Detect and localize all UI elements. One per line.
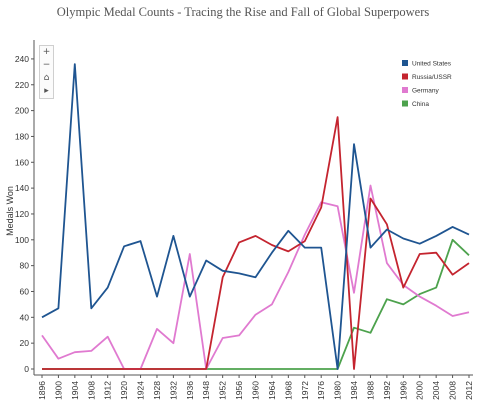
zoom-out-button[interactable]: −	[40, 59, 53, 72]
x-tick-label: 1976	[316, 381, 326, 400]
y-tick-label: 200	[15, 106, 29, 116]
y-tick-label: 0	[24, 364, 29, 374]
x-tick-label: 2012	[464, 381, 474, 400]
series-line	[41, 63, 470, 370]
x-tick-label: 1972	[300, 381, 310, 400]
legend-swatch	[402, 87, 408, 93]
x-tick-label: 1956	[234, 381, 244, 400]
y-tick-label: 60	[20, 286, 30, 296]
y-tick-label: 40	[20, 312, 30, 322]
x-tick-label: 1980	[333, 381, 343, 400]
x-tick-label: 1996	[398, 381, 408, 400]
y-tick-label: 160	[15, 157, 29, 167]
plus-icon: +	[42, 47, 51, 57]
y-tick-label: 220	[15, 80, 29, 90]
zoom-toolbar: + − ⌂ ▸	[39, 45, 54, 99]
x-tick-label: 1900	[53, 381, 63, 400]
x-tick-label: 1992	[382, 381, 392, 400]
home-icon: ⌂	[43, 73, 50, 83]
axes: 0 20 40 60 80 100 120 140 160 180 200 220 240 1896 190…	[15, 40, 474, 400]
x-tick-label: 1984	[349, 381, 359, 400]
x-tick-label: 2008	[448, 381, 458, 400]
x-tick-label: 1964	[267, 381, 277, 400]
legend: United States Russia/USSR Germany China	[402, 60, 452, 108]
y-tick-label: 180	[15, 131, 29, 141]
y-tick-label: 120	[15, 209, 29, 219]
x-tick-label: 1924	[136, 381, 146, 400]
y-tick-label: 240	[15, 54, 29, 64]
x-tick-label: 2004	[431, 381, 441, 400]
x-tick-label: 1896	[37, 381, 47, 400]
legend-label: China	[412, 101, 429, 108]
y-axis-title: Medals Won	[5, 186, 15, 236]
home-button[interactable]: ⌂	[40, 72, 53, 85]
x-tick-label: 1932	[168, 381, 178, 400]
x-tick-label: 1948	[201, 381, 211, 400]
y-tick-label: 140	[15, 183, 29, 193]
zoom-in-button[interactable]: +	[40, 46, 53, 59]
x-tick-label: 1952	[218, 381, 228, 400]
x-tick-label: 2000	[415, 381, 425, 400]
legend-swatch	[402, 100, 408, 107]
x-tick-label: 1988	[365, 381, 375, 400]
legend-swatch	[402, 60, 408, 66]
series-line	[41, 184, 470, 370]
x-tick-label: 1912	[103, 381, 113, 400]
legend-swatch	[402, 73, 408, 80]
y-tick-label: 80	[20, 261, 30, 271]
x-tick-label: 1936	[185, 381, 195, 400]
x-tick-label: 1960	[251, 381, 261, 400]
series-line	[42, 238, 470, 370]
x-tick-label: 1928	[152, 381, 162, 400]
y-tick-label: 100	[15, 235, 29, 245]
legend-label: Germany	[412, 88, 439, 95]
x-tick-label: 1908	[86, 381, 96, 400]
series-lines	[41, 63, 470, 370]
play-icon: ▸	[44, 86, 49, 96]
legend-label: United States	[412, 61, 452, 68]
x-tick-label: 1904	[70, 381, 80, 400]
x-tick-label: 1920	[119, 381, 129, 400]
x-tick-label: 1968	[283, 381, 293, 400]
chart-title: Olympic Medal Counts - Tracing the Rise …	[56, 5, 430, 19]
series-line	[42, 116, 470, 370]
pan-button[interactable]: ▸	[40, 85, 53, 98]
y-tick-label: 20	[20, 338, 30, 348]
minus-icon: −	[42, 60, 51, 70]
legend-label: Russia/USSR	[412, 74, 452, 81]
